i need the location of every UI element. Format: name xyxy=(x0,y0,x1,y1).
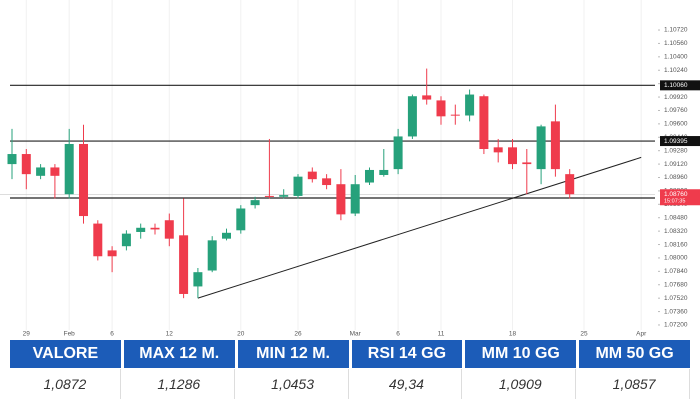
y-tick-label: 1.09920 xyxy=(664,94,688,101)
candle-body xyxy=(336,184,346,215)
table-header: MM 10 GG xyxy=(465,340,577,368)
candle-body xyxy=(79,143,88,217)
candle-body xyxy=(436,100,446,117)
y-tick-label: 1.09760 xyxy=(664,107,688,114)
candle-body xyxy=(7,154,17,165)
level-box xyxy=(660,136,700,147)
x-tick-label: 18 xyxy=(509,331,517,338)
candle-body xyxy=(536,126,546,170)
candle-body xyxy=(193,272,203,287)
candle-body xyxy=(50,167,60,176)
candle-body xyxy=(164,220,174,239)
y-tick-label: 1.07520 xyxy=(664,295,688,302)
current-price-box xyxy=(660,189,700,206)
stats-table: VALORE MAX 12 M. MIN 12 M. RSI 14 GG MM 10 G… xyxy=(10,340,690,400)
candle-body xyxy=(550,121,560,170)
candle-body xyxy=(93,223,103,257)
table-value: 1,0872 xyxy=(10,369,121,399)
x-tick-label: 26 xyxy=(294,331,302,338)
table-value: 1,0909 xyxy=(465,369,577,399)
y-tick-label: 1.10400 xyxy=(664,54,688,61)
candle-body xyxy=(222,232,231,239)
countdown: 15:07:35 xyxy=(664,199,685,205)
table-value: 1,0857 xyxy=(579,369,690,399)
candle-body xyxy=(479,96,489,150)
candle-body xyxy=(522,162,532,165)
y-tick-label: 1.09600 xyxy=(664,121,688,128)
x-tick-label: Mar xyxy=(350,331,362,338)
table-header: MIN 12 M. xyxy=(237,340,349,368)
candle-body xyxy=(565,174,575,195)
candle-body xyxy=(493,147,503,153)
table-value: 1,0453 xyxy=(238,369,349,399)
candle-body xyxy=(365,169,374,183)
candle-body xyxy=(307,171,317,180)
level-box xyxy=(660,80,700,91)
table-header: MM 50 GG xyxy=(579,340,690,368)
level-label: 1.09395 xyxy=(664,138,688,145)
candle-body xyxy=(279,195,289,197)
x-tick-label: 29 xyxy=(23,331,31,338)
candle-body xyxy=(36,167,46,176)
candle-body xyxy=(107,250,117,257)
candle-body xyxy=(121,233,131,247)
trendline xyxy=(197,156,642,299)
table-header: RSI 14 GG xyxy=(351,340,463,368)
table-header: VALORE xyxy=(10,340,121,368)
candle-body xyxy=(407,96,417,137)
candle-body xyxy=(450,114,460,116)
candle-body xyxy=(264,195,274,197)
y-tick-label: 1.08000 xyxy=(664,255,688,262)
y-tick-label: 1.07200 xyxy=(664,322,688,329)
candle-body xyxy=(393,136,403,170)
y-tick-label: 1.07840 xyxy=(664,268,688,275)
y-tick-label: 1.10560 xyxy=(664,40,688,47)
candle-body xyxy=(508,147,517,165)
candle-body xyxy=(379,169,389,175)
candle-body xyxy=(465,94,475,116)
table-header: MAX 12 M. xyxy=(123,340,235,368)
candle-body xyxy=(21,154,31,175)
y-tick-label: 1.07680 xyxy=(664,281,688,288)
y-tick-label: 1.09280 xyxy=(664,147,688,154)
candle-body xyxy=(322,178,332,186)
x-tick-label: Apr xyxy=(636,331,647,338)
y-tick-label: 1.10720 xyxy=(664,27,688,34)
level-label: 1.10060 xyxy=(664,82,688,89)
candle-body xyxy=(179,235,189,294)
y-tick-label: 1.10240 xyxy=(664,67,688,74)
x-tick-label: 12 xyxy=(166,331,174,338)
table-value: 1,1286 xyxy=(124,369,235,399)
y-tick-label: 1.08960 xyxy=(664,174,688,181)
y-tick-label: 1.08160 xyxy=(664,241,688,248)
table-value: 49,34 xyxy=(352,369,463,399)
chart: 1.07200 1.07360 1.07520 1.07680 1.07840 1.080… xyxy=(0,0,700,338)
x-tick-label: 25 xyxy=(580,331,588,338)
candle-body xyxy=(250,200,260,206)
candle-body xyxy=(236,208,246,231)
candle-body xyxy=(350,184,360,214)
candle-body xyxy=(150,227,160,230)
x-tick-label: 6 xyxy=(110,331,114,338)
y-tick-label: 1.08480 xyxy=(664,214,688,221)
y-tick-label: 1.07360 xyxy=(664,308,688,315)
current-price-label: 1.08760 xyxy=(664,191,688,198)
candle-body xyxy=(64,143,74,195)
x-tick-label: 6 xyxy=(396,331,400,338)
y-tick-label: 1.08320 xyxy=(664,228,688,235)
y-tick-label: 1.09120 xyxy=(664,161,688,168)
x-tick-label: 11 xyxy=(438,331,445,338)
x-tick-label: Feb xyxy=(64,331,76,338)
candle-body xyxy=(422,95,432,100)
candle-body xyxy=(136,227,146,232)
candle-body xyxy=(293,176,303,196)
candle-body xyxy=(207,240,217,271)
x-tick-label: 20 xyxy=(237,331,245,338)
